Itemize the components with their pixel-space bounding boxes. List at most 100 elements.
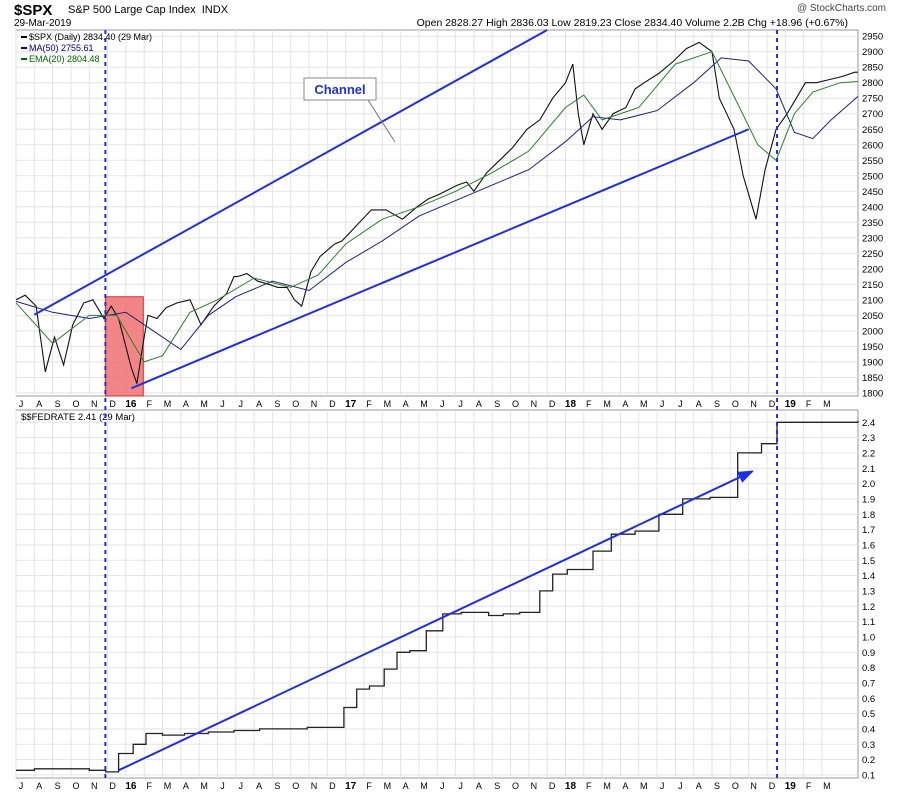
chart-header: $SPX S&P 500 Large Cap Index INDX 29-Mar… — [0, 0, 900, 30]
y-tick-label: 2300 — [862, 233, 883, 244]
y-tick-label: 2150 — [862, 280, 883, 291]
x-tick-label: A — [256, 399, 262, 409]
x-tick-label: D — [769, 399, 776, 409]
x-tick-label: D — [769, 781, 776, 791]
x-tick-label: F — [806, 781, 812, 791]
y-tick-label: 2.1 — [862, 464, 875, 475]
x-tick-label: N — [311, 399, 318, 409]
y-tick-label: 0.1 — [862, 770, 875, 781]
ticker-symbol: $SPX — [14, 2, 53, 19]
y-tick-label: 2000 — [862, 326, 883, 337]
x-tick-label: N — [531, 399, 538, 409]
x-tick-label: S — [494, 399, 500, 409]
y-tick-label: 2600 — [862, 140, 883, 151]
y-tick-label: 2950 — [862, 32, 883, 43]
y-tick-label: 2450 — [862, 187, 883, 198]
x-tick-label: J — [220, 399, 225, 409]
x-tick-label: M — [420, 781, 428, 791]
x-tick-label: O — [72, 399, 79, 409]
series-line — [15, 57, 859, 351]
y-tick-label: 1.8 — [862, 510, 875, 521]
x-tick-label: D — [329, 781, 336, 791]
x-tick-label: O — [292, 399, 299, 409]
x-tick-label: M — [640, 399, 648, 409]
y-tick-label: 1.7 — [862, 525, 875, 536]
x-tick-label: A — [622, 781, 628, 791]
x-tick-label: D — [549, 781, 556, 791]
x-tick-label: M — [823, 781, 831, 791]
x-tick-label: A — [183, 781, 189, 791]
x-tick-label: A — [183, 399, 189, 409]
rate-trend-arrowhead — [737, 470, 755, 483]
y-tick-label: 2250 — [862, 249, 883, 260]
y-tick-label: 2100 — [862, 295, 883, 306]
x-tick-label: F — [586, 781, 592, 791]
x-tick-label: S — [494, 781, 500, 791]
y-tick-label: 2500 — [862, 171, 883, 182]
security-name-text: S&P 500 Large Cap Index — [68, 4, 196, 16]
y-tick-label: 2800 — [862, 78, 883, 89]
y-tick-label: 2050 — [862, 311, 883, 322]
x-tick-label: J — [19, 781, 24, 791]
x-tick-label: M — [200, 781, 208, 791]
x-tick-label: 18 — [565, 781, 577, 792]
y-tick-label: 2.4 — [862, 418, 875, 429]
fedrate-legend-title: $$FEDRATE 2.41 (29 Mar) — [21, 412, 135, 423]
y-tick-label: 2.3 — [862, 433, 875, 444]
x-tick-label: M — [640, 781, 648, 791]
exchange-label: INDX — [201, 4, 229, 16]
series-line — [15, 51, 859, 363]
x-tick-label: A — [476, 399, 482, 409]
x-tick-label: D — [109, 781, 116, 791]
x-tick-label: J — [660, 781, 665, 791]
ohlc-summary: Open 2828.27 High 2836.03 Low 2819.23 Cl… — [416, 17, 848, 29]
x-tick-label: A — [36, 399, 42, 409]
x-tick-label: D — [109, 399, 116, 409]
x-tick-label: F — [366, 781, 372, 791]
x-tick-label: N — [311, 781, 318, 791]
y-tick-label: 1.0 — [862, 632, 875, 643]
y-tick-label: 0.5 — [862, 709, 875, 720]
x-tick-label: O — [732, 781, 739, 791]
x-tick-label: J — [239, 399, 244, 409]
x-tick-label: S — [714, 781, 720, 791]
x-tick-label: J — [660, 399, 665, 409]
y-tick-label: 2700 — [862, 109, 883, 120]
x-tick-label: S — [274, 781, 280, 791]
x-tick-label: M — [603, 781, 611, 791]
x-tick-label: A — [696, 399, 702, 409]
x-tick-label: O — [512, 399, 519, 409]
y-tick-label: 2850 — [862, 63, 883, 74]
y-tick-label: 0.2 — [862, 755, 875, 766]
y-tick-label: 1.3 — [862, 586, 875, 597]
x-tick-label: A — [476, 781, 482, 791]
y-tick-label: 2.2 — [862, 448, 875, 459]
y-tick-label: 2900 — [862, 47, 883, 58]
x-tick-label: 18 — [565, 399, 577, 410]
y-tick-label: 2.0 — [862, 479, 875, 490]
x-tick-label: A — [696, 781, 702, 791]
y-tick-label: 1.4 — [862, 571, 875, 582]
x-tick-label: N — [750, 399, 757, 409]
x-tick-label: J — [678, 399, 683, 409]
y-tick-label: 1.5 — [862, 556, 875, 567]
y-tick-label: 2750 — [862, 94, 883, 105]
x-tick-label: N — [531, 781, 538, 791]
y-tick-label: 2400 — [862, 202, 883, 213]
y-tick-label: 0.9 — [862, 648, 875, 659]
x-tick-label: M — [164, 399, 172, 409]
x-tick-label: F — [146, 781, 152, 791]
x-tick-label: S — [55, 781, 61, 791]
chart-date: 29-Mar-2019 — [14, 18, 72, 29]
x-tick-label: J — [678, 781, 683, 791]
x-tick-label: 17 — [345, 399, 357, 410]
x-tick-label: A — [403, 399, 409, 409]
x-tick-label: O — [732, 399, 739, 409]
y-tick-label: 1.2 — [862, 602, 875, 613]
x-tick-label: D — [329, 399, 336, 409]
x-tick-label: 19 — [785, 399, 797, 410]
x-tick-label: J — [440, 781, 445, 791]
x-tick-label: N — [750, 781, 757, 791]
channel-trend-line — [33, 29, 548, 316]
